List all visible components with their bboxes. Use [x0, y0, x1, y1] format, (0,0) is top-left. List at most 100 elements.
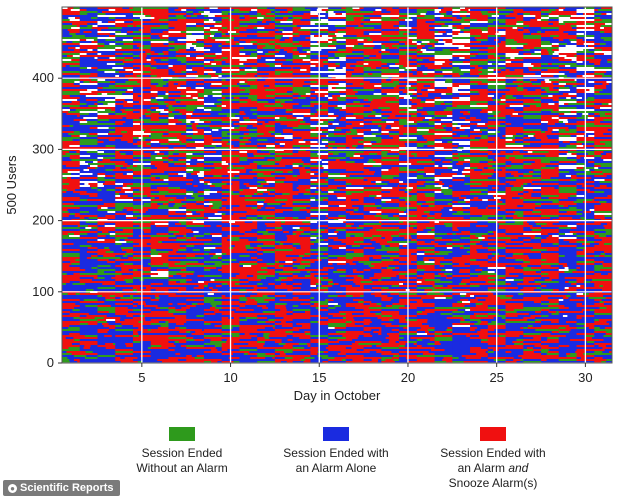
heatmap-cell — [257, 123, 263, 125]
heatmap-cell — [381, 117, 388, 119]
heatmap-cell — [416, 25, 424, 27]
heatmap-cell — [292, 23, 311, 25]
heatmap-cell — [551, 117, 560, 119]
heatmap-cell — [576, 113, 583, 115]
heatmap-cell — [558, 69, 577, 71]
heatmap-cell — [441, 137, 453, 139]
heatmap-cell — [268, 31, 276, 33]
heatmap-cell — [601, 129, 609, 131]
heatmap-cell — [97, 31, 116, 33]
heatmap-cell — [576, 153, 589, 155]
heatmap-cell — [168, 107, 187, 109]
heatmap-cell — [564, 161, 577, 163]
heatmap-cell — [213, 59, 223, 61]
heatmap-cell — [318, 43, 329, 45]
heatmap-cell — [378, 143, 382, 145]
heatmap-cell — [115, 123, 124, 125]
heatmap-cell — [363, 133, 373, 135]
heatmap-cell — [286, 125, 294, 127]
heatmap-cell — [541, 147, 560, 149]
heatmap-cell — [328, 155, 347, 157]
heatmap-cell — [321, 35, 329, 37]
heatmap-cell — [214, 31, 223, 33]
heatmap-cell — [115, 21, 125, 23]
heatmap-cell — [186, 53, 205, 55]
heatmap-cell — [470, 161, 480, 163]
heatmap-cell — [203, 139, 214, 141]
heatmap-cell — [505, 33, 524, 35]
heatmap-cell — [239, 157, 248, 159]
heatmap-cell — [452, 163, 457, 165]
heatmap-cell — [97, 63, 108, 65]
heatmap-cell — [381, 53, 391, 55]
heatmap-cell — [108, 27, 116, 29]
heatmap-cell — [248, 97, 258, 99]
heatmap-cell — [452, 115, 471, 117]
heatmap-cell — [582, 61, 590, 63]
heatmap-cell — [284, 145, 294, 147]
heatmap-cell — [537, 79, 542, 81]
heatmap-cell — [132, 169, 143, 171]
heatmap-cell — [363, 155, 375, 157]
heatmap-cell — [168, 53, 187, 55]
heatmap-cell — [584, 157, 595, 159]
heatmap-cell — [546, 91, 560, 93]
heatmap-cell — [72, 161, 81, 163]
heatmap-cell — [179, 139, 187, 141]
heatmap-cell — [328, 21, 347, 23]
heatmap-cell — [541, 149, 552, 151]
heatmap-cell — [598, 159, 604, 161]
heatmap-cell — [558, 145, 567, 147]
heatmap-cell — [274, 59, 287, 61]
heatmap-cell — [74, 81, 81, 83]
heatmap-cell — [186, 27, 205, 29]
heatmap-cell — [229, 165, 234, 167]
heatmap-cell — [463, 73, 471, 75]
heatmap-cell — [541, 29, 551, 31]
heatmap-cell — [150, 161, 158, 163]
heatmap-cell — [349, 147, 357, 149]
heatmap-cell — [132, 29, 140, 31]
heatmap-cell — [244, 9, 252, 11]
heatmap-cell — [541, 165, 546, 167]
heatmap-cell — [173, 7, 179, 9]
heatmap-cell — [491, 15, 500, 17]
heatmap-cell — [265, 53, 272, 55]
heatmap-cell — [79, 61, 89, 63]
heatmap-cell — [162, 75, 169, 77]
heatmap-cell — [115, 167, 121, 169]
heatmap-cell — [410, 115, 418, 117]
heatmap-cell — [168, 39, 175, 41]
heatmap-cell — [601, 7, 608, 9]
heatmap-cell — [390, 125, 400, 127]
heatmap-cell — [459, 97, 471, 99]
heatmap-cell — [132, 55, 140, 57]
heatmap-cell — [416, 147, 435, 149]
heatmap-cell — [498, 63, 506, 65]
heatmap-cell — [523, 135, 529, 137]
heatmap-cell — [203, 145, 217, 147]
heatmap-cell — [452, 47, 460, 49]
heatmap-cell — [416, 161, 428, 163]
heatmap-cell — [212, 97, 223, 99]
heatmap-cell — [534, 27, 542, 29]
heatmap-cell — [452, 125, 462, 127]
heatmap-cell — [233, 39, 240, 41]
heatmap-cell — [345, 125, 357, 127]
heatmap-cell — [416, 151, 428, 153]
heatmap-cell — [221, 89, 235, 91]
heatmap-cell — [416, 59, 424, 61]
heatmap-cell — [428, 129, 435, 131]
heatmap-cell — [470, 91, 479, 93]
heatmap-cell — [407, 107, 412, 109]
heatmap-cell — [203, 107, 223, 109]
heatmap-cell — [523, 47, 530, 49]
heatmap-cell — [339, 63, 347, 65]
heatmap-cell — [230, 161, 240, 163]
heatmap-cell — [87, 57, 95, 59]
heatmap-cell — [79, 95, 87, 97]
heatmap-cell — [239, 147, 252, 149]
heatmap-cell — [423, 25, 430, 27]
heatmap-cell — [594, 125, 613, 127]
heatmap-cell — [168, 35, 187, 37]
